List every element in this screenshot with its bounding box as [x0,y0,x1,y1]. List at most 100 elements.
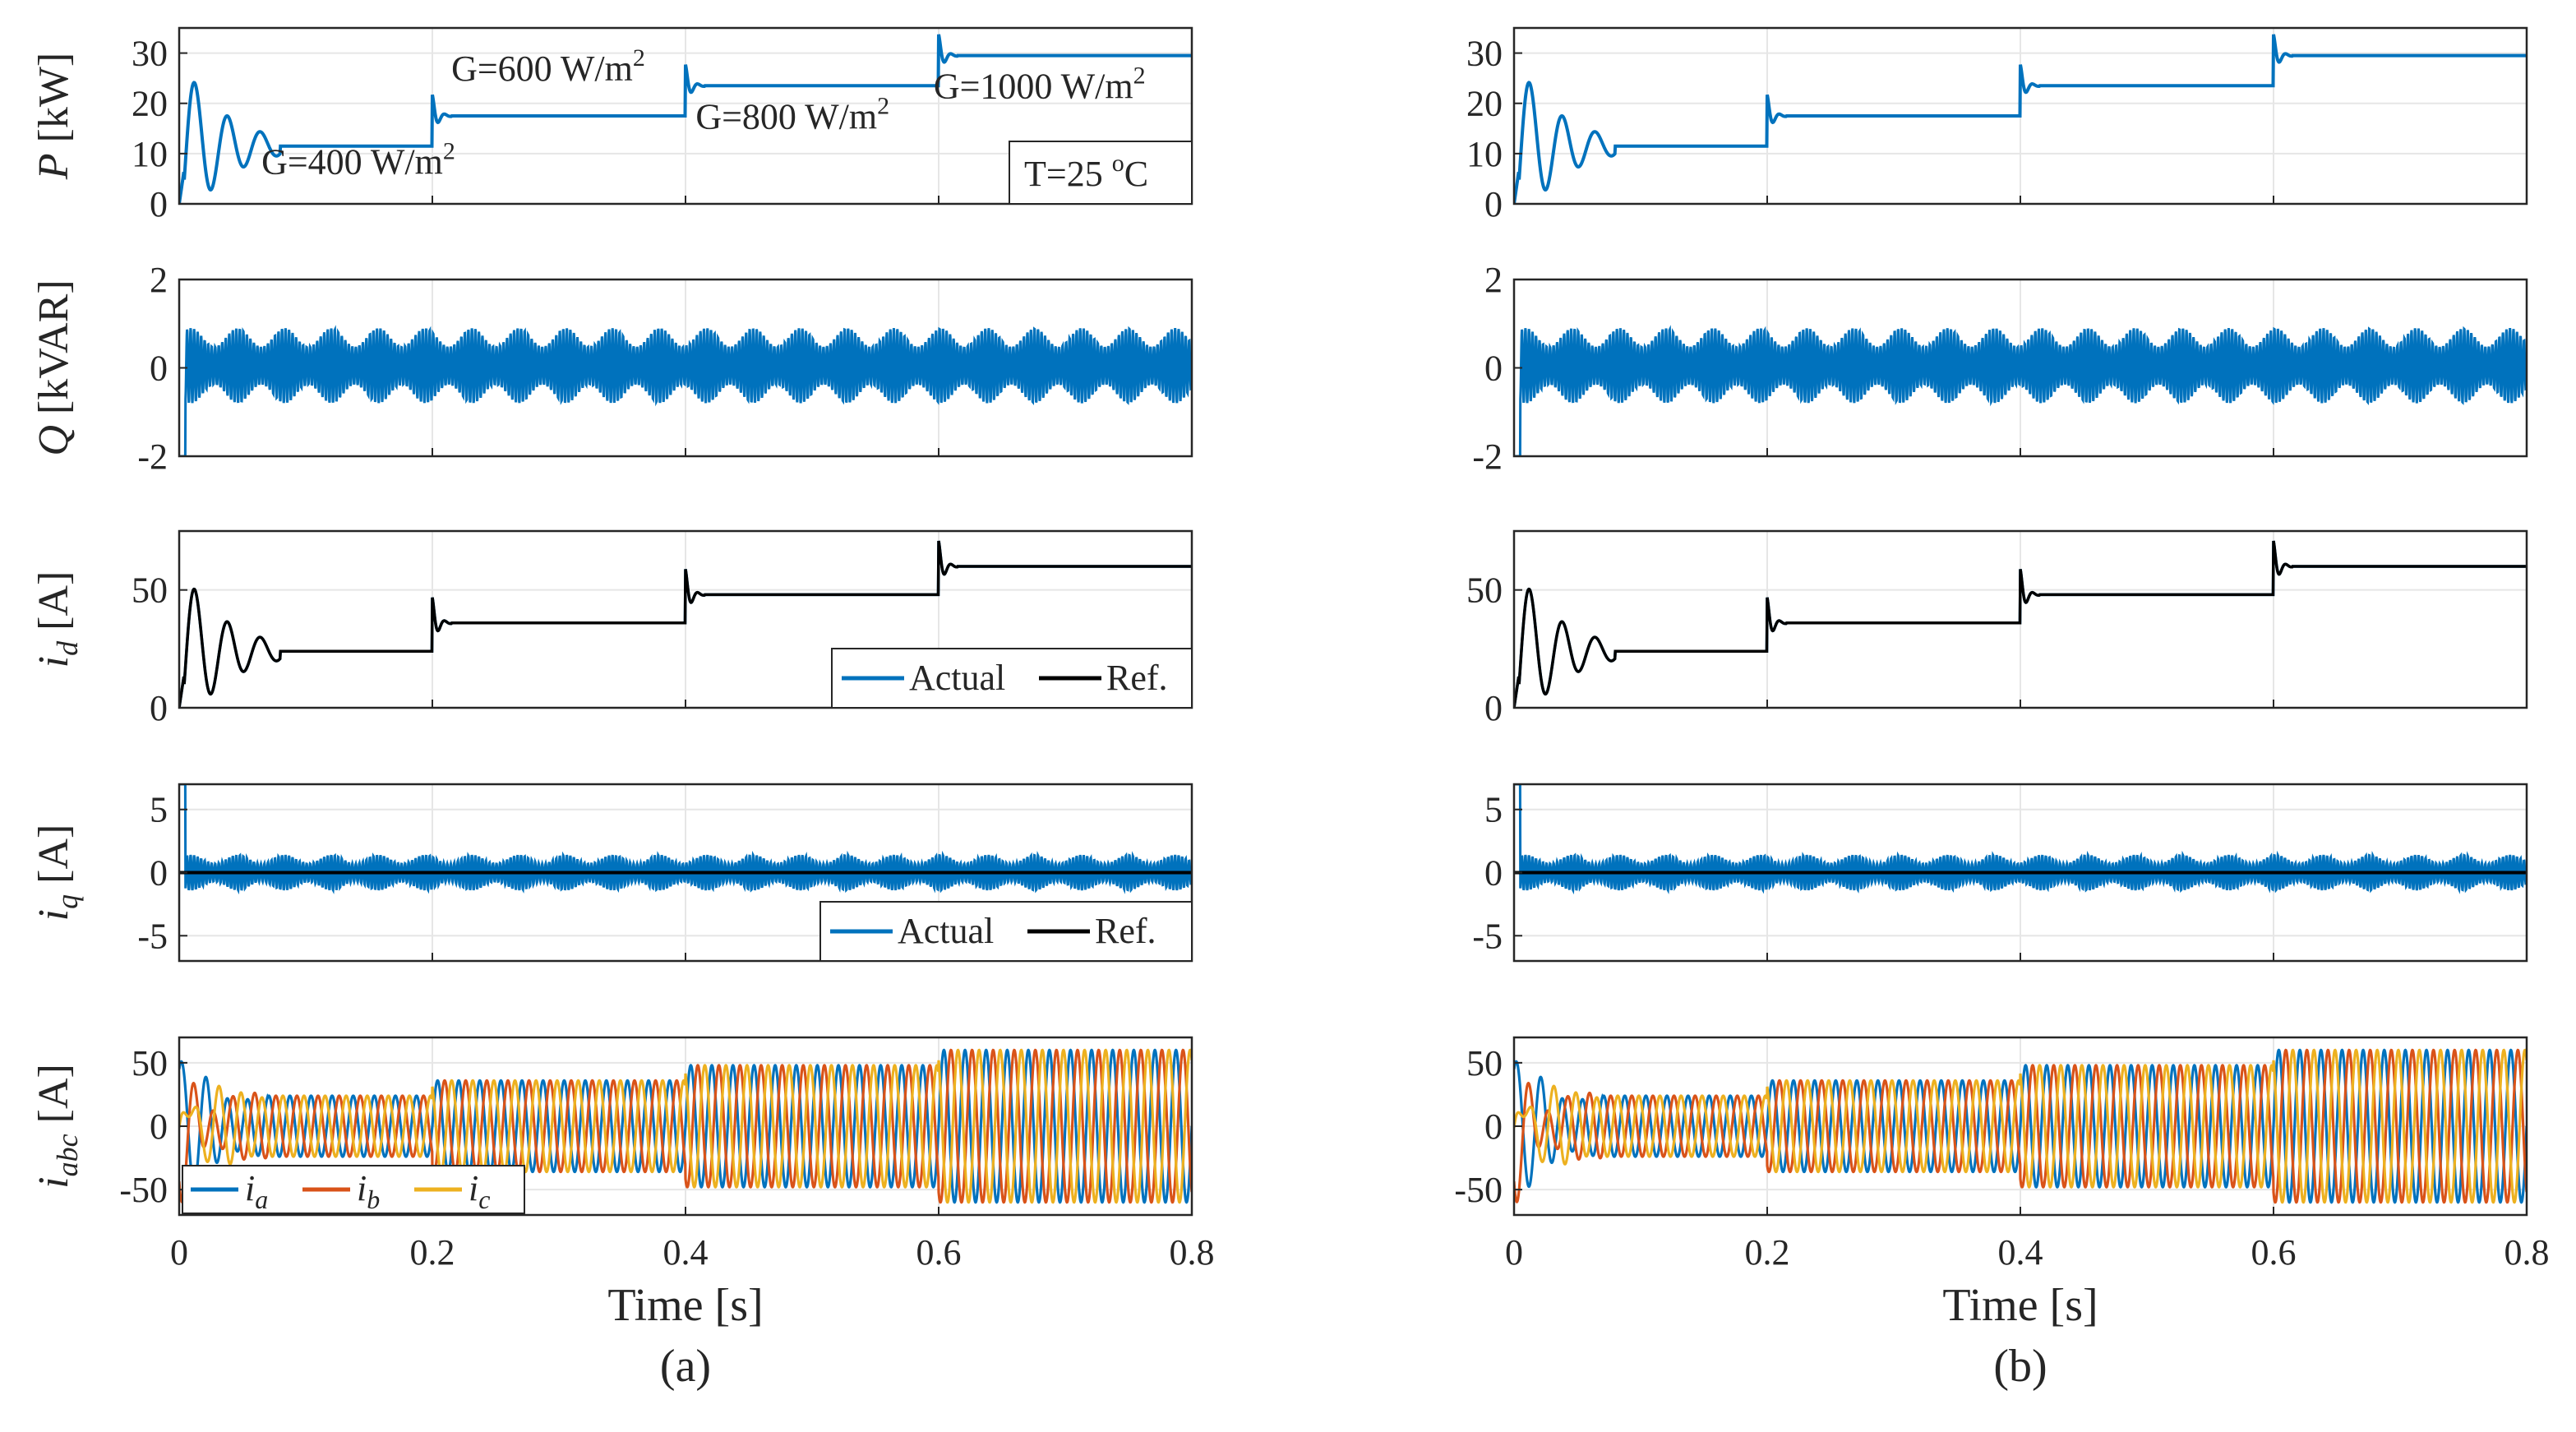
series-p [179,34,1192,204]
legend-entry-ia: ia [245,1168,268,1214]
x-tick-label: 0.8 [2504,1232,2550,1273]
y-axis-label: P [kW] [30,53,77,180]
subplot-id: 0 50 id [A] Actual Ref. [30,529,1193,728]
series-ia [1514,1048,2527,1204]
annotation-sup: 2 [1133,62,1146,90]
irradiance-annotation: G=1000 W/m2 [934,62,1146,107]
legend: Actual Ref. [831,648,1193,709]
y-tick-label: 0 [1484,688,1503,728]
x-tick-label: 0.6 [916,1232,962,1273]
y-axis-label: iq [A] [30,825,84,922]
x-tick-label: 0.4 [1998,1232,2043,1273]
subplot-iq: -5 0 5 iq [A] Actual Ref. [30,783,1193,963]
legend-entry-actual: Actual [898,911,994,951]
y-label-var: Q [30,425,77,456]
irradiance-annotation: G=400 W/m2 [261,137,455,182]
annotation-sup: 2 [633,44,645,72]
x-tick-label: 0 [170,1232,188,1273]
temperature-sup: o [1112,150,1124,177]
y-tick-label: 5 [150,790,168,830]
y-tick-label: 50 [132,570,168,611]
y-tick-label: 0 [150,688,168,728]
y-tick-label: -5 [137,916,168,956]
series-ib [179,1048,1192,1204]
y-tick-label: 30 [132,34,168,74]
x-axis-label: Time [s] [1942,1280,2098,1331]
plot-area [1514,784,2527,895]
legend-label: i [469,1168,478,1208]
series-q [179,325,1192,456]
y-tick-label: 0 [150,184,168,224]
y-tick-label: 0 [1484,1106,1503,1147]
y-label-sub: abc [51,1134,84,1176]
y-tick-label: 50 [1466,1043,1503,1083]
legend-label: i [357,1168,367,1208]
legend: Actual Ref. [819,901,1193,962]
annotation-text: G=400 W/m [261,141,443,182]
x-tick-label: 0 [1505,1232,1523,1273]
temperature-unit: C [1124,154,1148,194]
y-tick-label: 20 [132,84,168,124]
series-ref [1514,540,2527,708]
subplot-iabc: -50 0 50 [1454,1036,2528,1217]
temperature-note: T=25 oC [1024,150,1148,194]
irradiance-annotation: G=800 W/m2 [695,92,889,136]
series-ib [1514,1048,2527,1204]
y-label-var: i [30,909,77,921]
y-tick-label: 0 [150,1106,168,1147]
y-tick-label: -2 [137,437,168,477]
series-ia [179,1048,1192,1204]
x-tick-label: 0.4 [663,1232,709,1273]
y-tick-label: -5 [1472,916,1503,956]
annotation-text: G=1000 W/m [934,67,1133,107]
legend-sub: a [255,1185,268,1214]
annotation-sup: 2 [877,92,889,119]
temperature-text: T=25 [1024,154,1112,194]
x-tick-label: 0.2 [410,1232,455,1273]
y-label-unit: [kVAR] [30,279,77,425]
y-tick-label: 5 [1484,790,1503,830]
y-axis-label: id [A] [30,571,84,668]
subplot-Q: -2 0 2 Q [kVAR] [30,260,1193,477]
annotation-text: G=800 W/m [695,96,877,136]
legend-entry-actual: Actual [909,658,1005,698]
annotation-sup: 2 [443,137,455,164]
y-label-sub: d [51,640,84,656]
irradiance-annotation: G=600 W/m2 [451,44,645,89]
plot-area [1514,34,2527,204]
temperature-box [1009,141,1193,205]
y-axis-label: Q [kVAR] [30,279,77,455]
y-tick-label: 2 [1484,260,1503,300]
y-tick-label: 2 [150,260,168,300]
series-ic [1514,1048,2527,1204]
plot-area [1514,325,2527,456]
y-tick-label: -50 [119,1170,168,1210]
plot-area [1514,540,2527,708]
legend-sub: b [367,1185,380,1214]
legend-entry-ic: ic [469,1168,490,1214]
x-tick-label: 0.8 [1170,1232,1215,1273]
legend-box [182,1165,525,1214]
plot-area [179,34,1192,204]
panel-caption: (a) [660,1341,711,1392]
y-label-unit: [A] [30,571,77,641]
subplot-P: 0 10 20 30 [1466,26,2528,224]
y-tick-label: 20 [1466,84,1503,124]
subplot-id: 0 50 [1466,529,2528,728]
series-ic [179,1048,1192,1204]
x-axis-label: Time [s] [607,1280,763,1331]
y-tick-label: 10 [1466,134,1503,174]
y-tick-label: 0 [150,349,168,389]
y-label-var: i [30,656,77,667]
series-ref [179,540,1192,708]
y-tick-label: 0 [1484,853,1503,894]
legend-entry-ref: Ref. [1106,658,1168,698]
subplot-iq: -5 0 5 [1472,783,2528,963]
plot-area [179,325,1192,456]
y-tick-label: 0 [150,853,168,894]
y-tick-label: 50 [132,1043,168,1083]
